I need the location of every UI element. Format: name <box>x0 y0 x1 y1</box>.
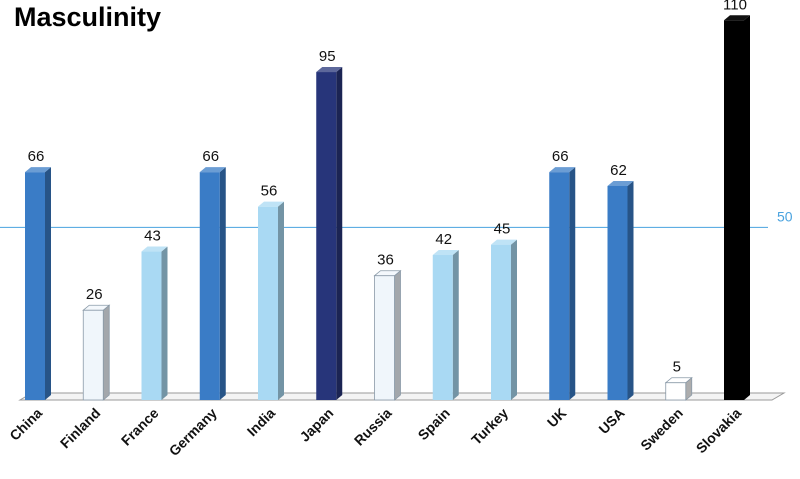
bar-top <box>199 167 226 173</box>
data-label: 36 <box>377 252 394 269</box>
bar-side <box>161 246 168 400</box>
bar <box>724 20 744 401</box>
bar <box>316 72 337 400</box>
category-label: Spain <box>415 405 453 443</box>
data-label: 43 <box>144 228 161 245</box>
category-label: Germany <box>166 405 220 459</box>
category-label: USA <box>595 405 627 437</box>
data-label: 56 <box>261 183 278 200</box>
bar-side <box>452 250 459 400</box>
bar-top <box>549 167 576 173</box>
bar-side <box>569 167 576 400</box>
bar-top <box>432 250 459 256</box>
category-label: India <box>244 405 279 440</box>
bar-side <box>627 180 634 400</box>
bar <box>432 255 453 400</box>
bar-side <box>511 239 517 400</box>
bar <box>665 382 687 401</box>
category-label: Japan <box>296 405 336 445</box>
category-label: Sweden <box>637 405 686 454</box>
bar <box>141 251 162 400</box>
data-label: 26 <box>86 286 103 303</box>
bar-side <box>394 269 401 401</box>
bar-top <box>258 201 284 207</box>
data-label: 66 <box>552 148 569 165</box>
bar <box>374 275 395 401</box>
data-label: 62 <box>610 162 627 179</box>
data-label: 66 <box>202 148 219 165</box>
bar-side <box>744 15 750 401</box>
data-label: 42 <box>435 231 452 248</box>
data-label: 110 <box>723 0 747 13</box>
data-label: 5 <box>673 359 681 376</box>
bar <box>82 309 104 401</box>
category-label: China <box>6 405 45 444</box>
bar <box>607 185 628 400</box>
bar-side <box>219 167 226 400</box>
bar-top <box>607 180 634 186</box>
bar-top <box>25 167 51 173</box>
bar-side <box>336 67 343 400</box>
bar-top <box>316 67 343 73</box>
bar-side <box>45 167 51 400</box>
data-label: 45 <box>494 221 511 238</box>
category-label: UK <box>544 405 570 431</box>
bar-top <box>724 15 750 21</box>
category-label: Finland <box>57 405 104 452</box>
bar <box>491 244 511 400</box>
bar-side <box>278 201 284 400</box>
category-label: Slovakia <box>693 405 745 457</box>
bar <box>258 206 278 400</box>
category-label: Russia <box>351 405 395 449</box>
reference-line-label: 50 <box>777 208 793 224</box>
bar <box>199 172 220 400</box>
bar-top <box>491 239 517 245</box>
bar-top <box>141 246 168 252</box>
data-label: 95 <box>319 48 336 65</box>
chart-title: Masculinity <box>14 2 162 32</box>
category-label: France <box>118 405 162 449</box>
bar <box>549 172 570 400</box>
bar-side <box>102 304 110 401</box>
data-label: 66 <box>28 148 45 165</box>
bar <box>25 172 45 400</box>
category-label: Turkey <box>468 405 511 448</box>
